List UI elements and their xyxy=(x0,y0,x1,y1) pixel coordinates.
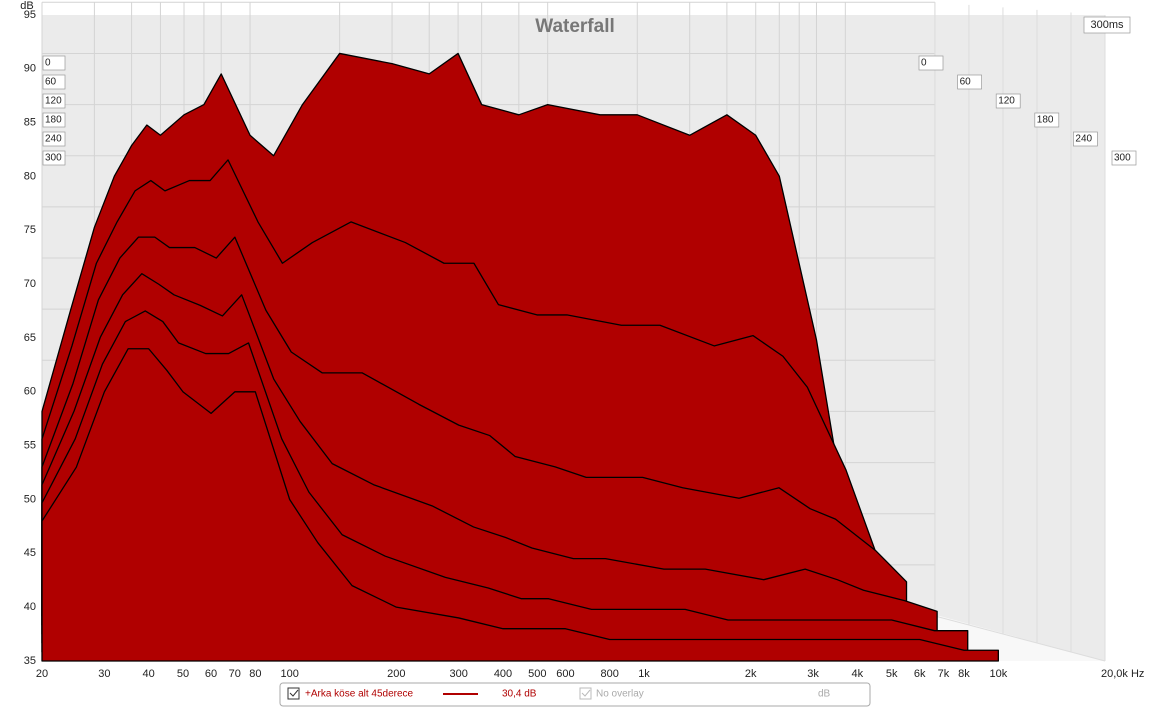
y-tick-label: 75 xyxy=(24,224,36,236)
checkbox[interactable] xyxy=(287,687,300,700)
y-tick-label: 40 xyxy=(24,601,36,613)
z-tick-box xyxy=(1111,150,1137,166)
x-tick-label: 200 xyxy=(387,668,405,680)
waterfall-slice xyxy=(41,348,999,662)
time-box xyxy=(1083,16,1131,34)
legend-frame xyxy=(279,682,871,707)
z-tick-box xyxy=(42,55,66,71)
x-tick-label: 60 xyxy=(205,668,217,680)
x-tick-label: 600 xyxy=(556,668,574,680)
legend: +Arka köse alt 45derece 30,4 dB No overl… xyxy=(279,682,871,707)
z-tick-box xyxy=(995,93,1021,109)
z-tick-label: 60 xyxy=(45,77,57,88)
x-tick-label: 20 xyxy=(36,668,48,680)
y-tick-label: 50 xyxy=(24,493,36,505)
check xyxy=(581,689,591,697)
z-tick-box xyxy=(957,74,982,90)
x-tick-label: 1k xyxy=(638,668,650,680)
z-tick-label: 240 xyxy=(45,134,62,145)
z-tick-label: 120 xyxy=(998,96,1015,107)
legend-name: +Arka köse alt 45derece xyxy=(305,689,414,700)
x-tick-label: 500 xyxy=(528,668,546,680)
chart-title: Waterfall xyxy=(535,16,615,37)
legend-overlay: No overlay xyxy=(596,689,644,700)
time-box-label: 300ms xyxy=(1090,19,1124,31)
y-tick-label: 60 xyxy=(24,386,36,398)
y-tick-label: 90 xyxy=(24,63,36,75)
legend-offset: 30,4 dB xyxy=(502,689,537,700)
z-tick-box xyxy=(918,55,944,71)
y-tick-label: 80 xyxy=(24,170,36,182)
x-tick-label: 7k xyxy=(938,668,950,680)
x-tick-label: 10k xyxy=(989,668,1007,680)
z-tick-box xyxy=(1073,131,1098,147)
z-tick-box xyxy=(42,131,66,147)
z-tick-box xyxy=(42,112,66,128)
z-tick-box xyxy=(42,74,66,90)
z-tick-label: 60 xyxy=(960,77,972,88)
z-tick-label: 300 xyxy=(1114,153,1131,164)
floor-line xyxy=(934,615,1106,662)
x-tick-label: 70 xyxy=(229,668,241,680)
x-tick-label: 40 xyxy=(143,668,155,680)
z-tick-box xyxy=(1034,112,1060,128)
x-tick-label: 30 xyxy=(98,668,110,680)
y-tick-label: 95 xyxy=(24,9,36,21)
z-tick-label: 180 xyxy=(1037,115,1054,126)
y-tick-label: 45 xyxy=(24,547,36,559)
y-tick-label: 55 xyxy=(24,440,36,452)
x-tick-label: 6k xyxy=(914,668,926,680)
z-tick-label: 0 xyxy=(921,58,927,69)
z-tick-label: 180 xyxy=(45,115,62,126)
y-tick-label: 65 xyxy=(24,332,36,344)
z-tick-label: 0 xyxy=(45,58,51,69)
x-tick-label: 300 xyxy=(450,668,468,680)
z-tick-label: 120 xyxy=(45,96,62,107)
x-tick-label: 5k xyxy=(886,668,898,680)
x-tick-label: 800 xyxy=(600,668,618,680)
x-tick-label: 80 xyxy=(249,668,261,680)
x-tick-label: 50 xyxy=(177,668,189,680)
x-tick-label: 3k xyxy=(807,668,819,680)
y-tick-label: 85 xyxy=(24,117,36,129)
x-tick-label: 2k xyxy=(745,668,757,680)
z-tick-label: 300 xyxy=(45,153,62,164)
legend-unit: dB xyxy=(818,689,831,700)
check xyxy=(289,689,299,697)
x-tick-label: 20,0k Hz xyxy=(1101,668,1144,680)
y-tick-label: 70 xyxy=(24,278,36,290)
x-tick-label: 8k xyxy=(958,668,970,680)
y-axis-label: dB xyxy=(20,0,33,12)
x-tick-label: 4k xyxy=(852,668,864,680)
checkbox[interactable] xyxy=(579,687,592,700)
x-tick-label: 400 xyxy=(494,668,512,680)
y-tick-label: 35 xyxy=(24,655,36,667)
z-tick-box xyxy=(42,150,66,166)
z-tick-box xyxy=(42,93,66,109)
z-tick-label: 240 xyxy=(1075,134,1092,145)
x-tick-label: 100 xyxy=(280,668,298,680)
